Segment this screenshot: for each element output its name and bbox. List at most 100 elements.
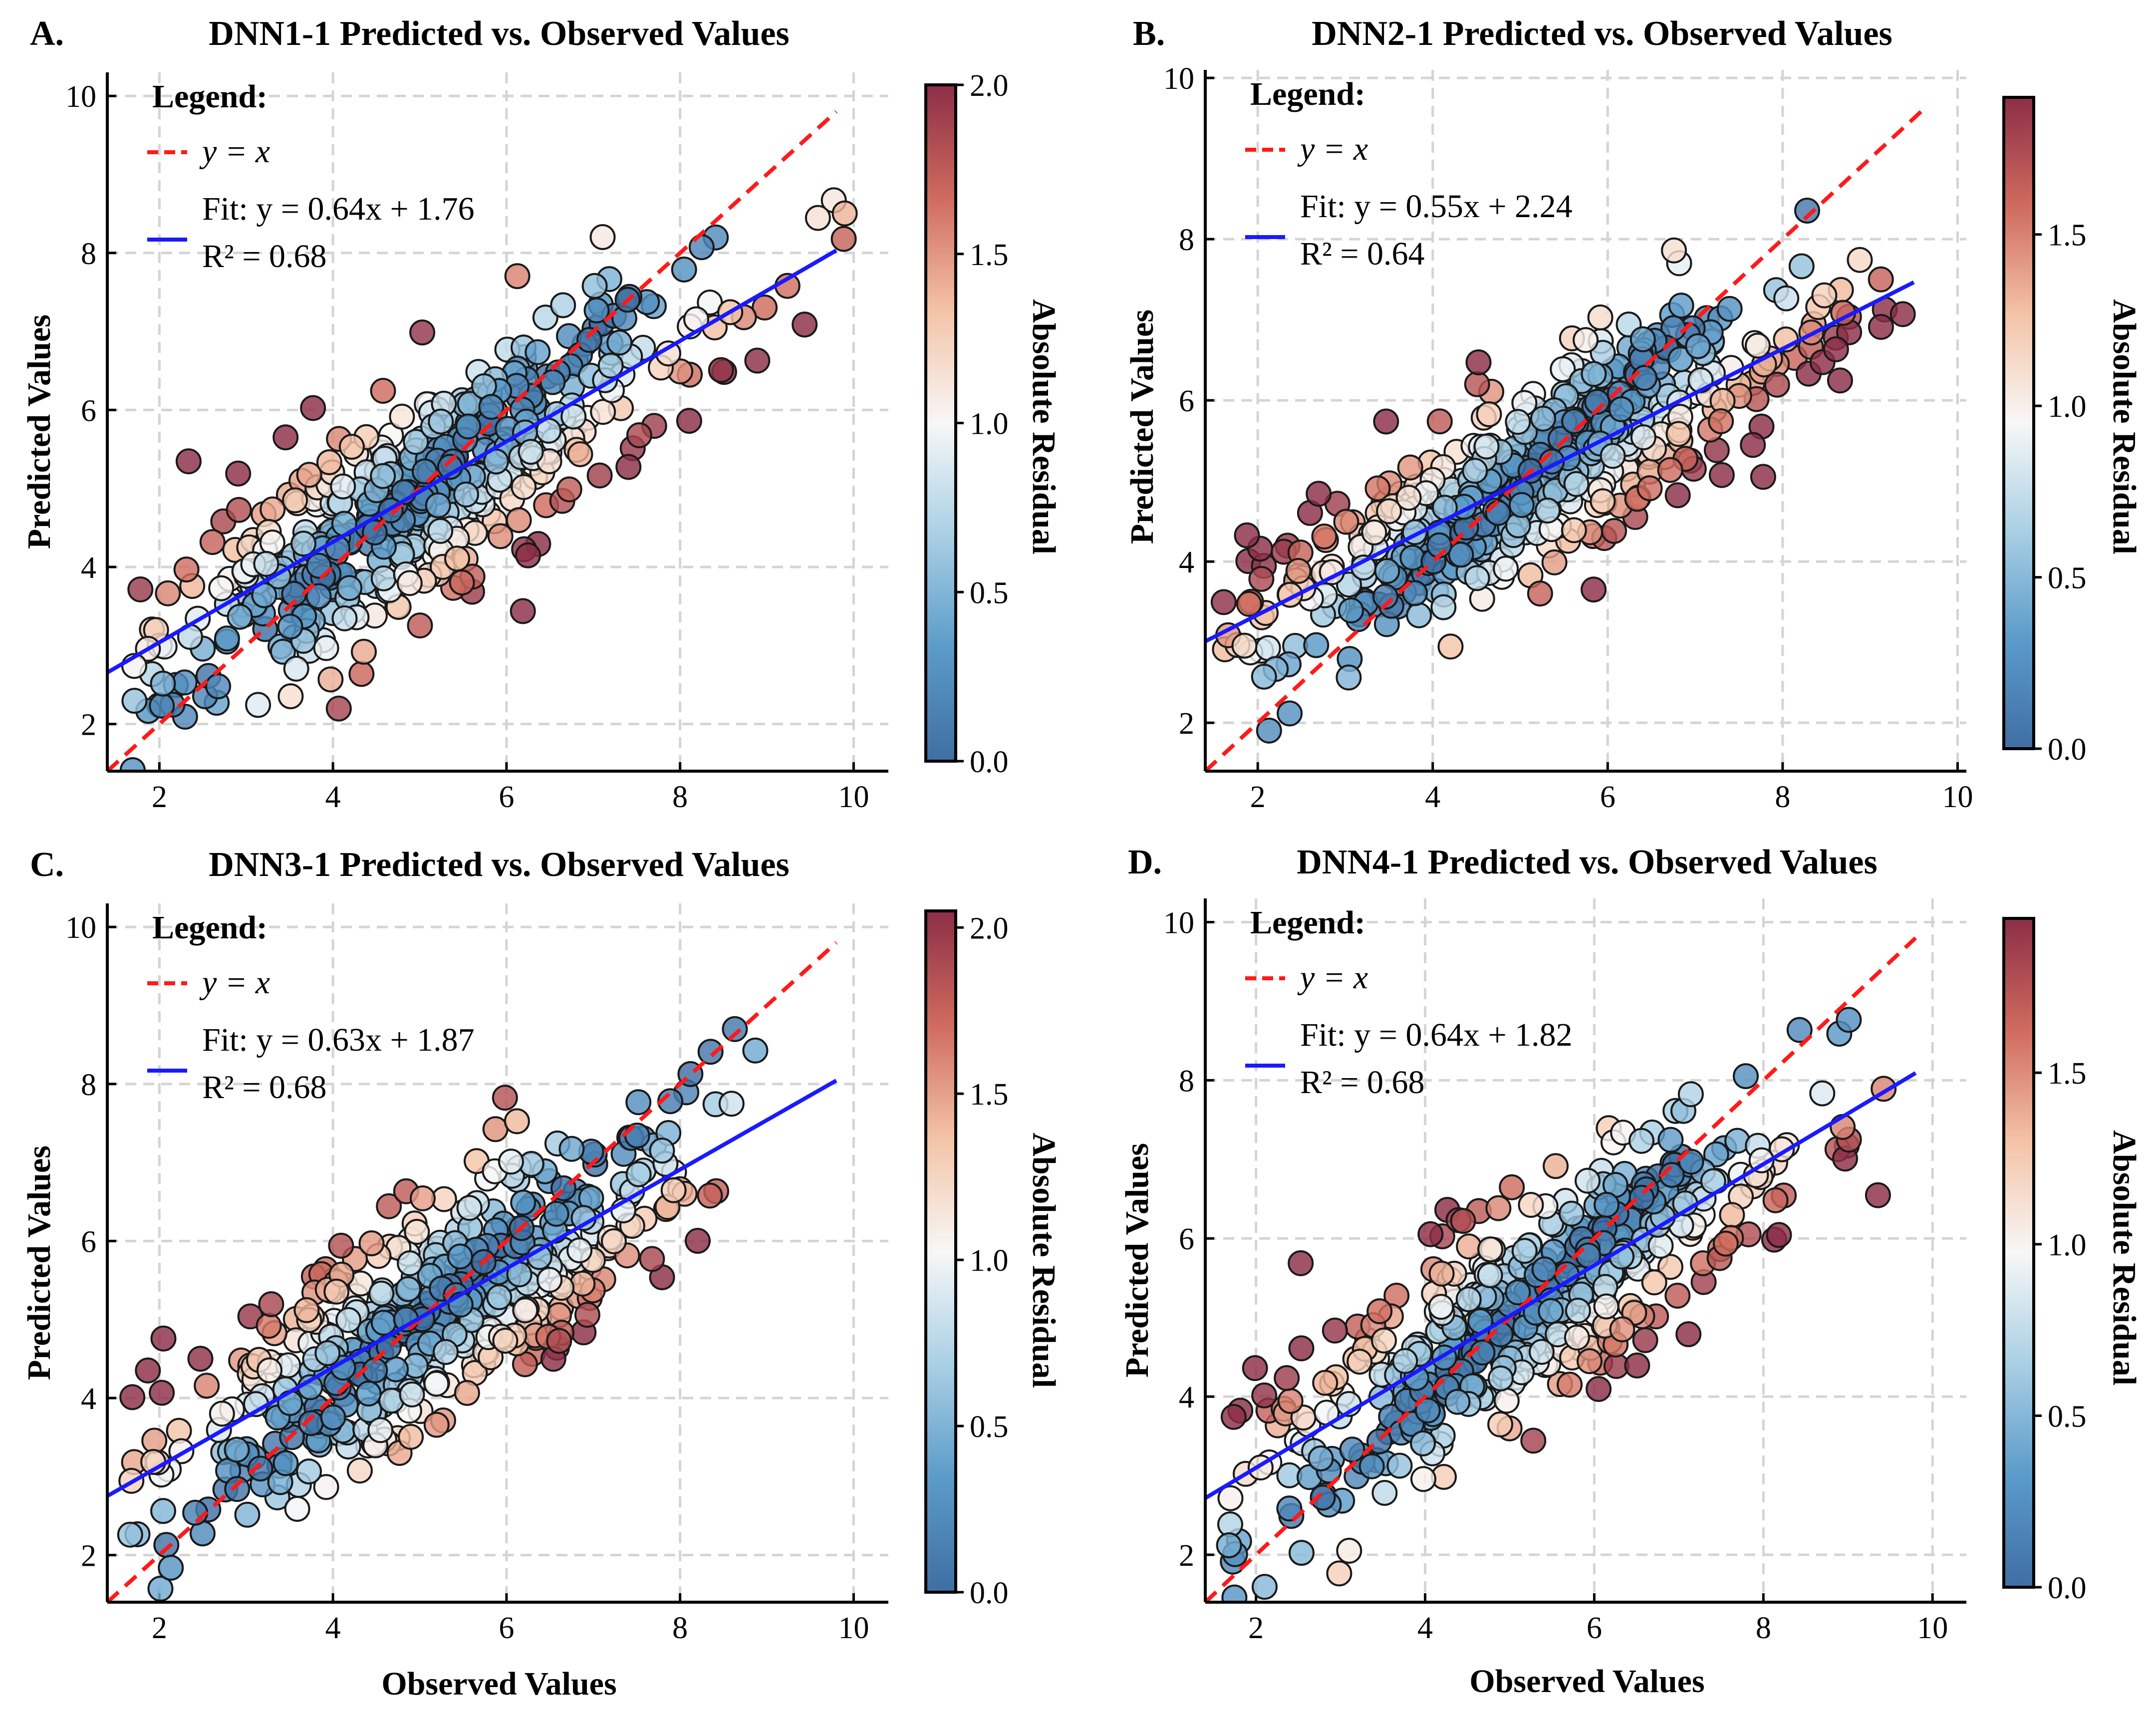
y-tick-label: 6 (1179, 384, 1194, 418)
scatter-point (511, 474, 537, 500)
y-tick-label: 8 (81, 1068, 96, 1102)
scatter-point (1677, 1081, 1704, 1108)
scatter-point (1520, 1427, 1547, 1454)
scatter-point (1594, 1191, 1620, 1218)
scatter-point (1220, 1404, 1247, 1430)
identity-line (1205, 936, 1917, 1602)
scatter-point (370, 565, 397, 591)
scatter-point (1455, 1286, 1482, 1313)
x-tick-label: 10 (838, 780, 869, 814)
y-tick-label: 2 (81, 1539, 96, 1573)
legend-identity-label: y = x (199, 133, 270, 170)
scatter-point (155, 580, 181, 606)
scatter-point (259, 530, 285, 556)
scatter-point (1518, 1192, 1544, 1218)
scatter-point (396, 570, 423, 596)
legend: Legend: y = x Fit: y = 0.64x + 1.82 R² = 0.… (1245, 904, 1573, 1101)
scatter-point (272, 1450, 299, 1476)
scatter-point (257, 1357, 282, 1384)
scatter-point (1252, 1574, 1278, 1600)
scatter-point (1581, 361, 1607, 387)
colorbar: 0.0 0.5 1.0 1.5 2.0 (924, 909, 1009, 1610)
y-tick-label: 10 (65, 80, 96, 114)
scatter-point (1322, 1317, 1348, 1344)
scatter-point (1274, 1365, 1300, 1391)
scatter-point (586, 462, 613, 489)
scatter-point (296, 462, 322, 488)
colorbar-label: Absolute Residual (2106, 1130, 2143, 1386)
plot-area: 2 4 6 8 10 2 4 6 8 10 Legend: y = x Fit: y = 0.64x +… (65, 72, 888, 814)
legend: Legend: y = x Fit: y = 0.55x + 2.24 R² = 0.… (1245, 76, 1573, 272)
colorbar: 0.0 0.5 1.0 1.5 2.0 (924, 69, 1009, 779)
scatter-point (1609, 1316, 1635, 1343)
scatter-point (370, 378, 396, 404)
scatter-point (1464, 371, 1490, 397)
colorbar-tick-label: 0.5 (2048, 1400, 2087, 1433)
scatter-point (1550, 356, 1576, 382)
panel-b: B. DNN2-1 Predicted vs. Observed Values … (1124, 14, 2143, 814)
scatter-point (367, 1417, 394, 1443)
panel-label: A. (30, 14, 64, 53)
scatter-point (515, 542, 541, 569)
scatter-point (1628, 1184, 1655, 1211)
scatter-point (1675, 1321, 1702, 1348)
colorbar-gradient (924, 83, 957, 763)
x-tick-label: 2 (1250, 780, 1266, 814)
x-tick-label: 2 (152, 780, 167, 814)
scatter-point (121, 688, 148, 714)
scatter-point (227, 603, 253, 630)
panel-label: D. (1128, 843, 1162, 881)
scatter-point (331, 605, 358, 631)
scatter-point (1437, 633, 1464, 660)
scatter-point (368, 1280, 395, 1307)
scatter-point (1462, 458, 1488, 484)
scatter-point (389, 403, 415, 430)
colorbar-gradient (924, 909, 957, 1594)
colorbar-tick-label: 1.5 (2048, 1057, 2087, 1091)
scatter-point (1561, 517, 1587, 544)
scatter-point (1708, 408, 1734, 434)
scatter-point (506, 507, 532, 534)
scatter-point (293, 1297, 320, 1323)
scatter-point (1473, 433, 1500, 460)
scatter-point (427, 518, 454, 544)
scatter-point (1428, 1294, 1454, 1320)
scatter-point (1256, 717, 1282, 744)
scatter-point (1444, 1389, 1471, 1415)
scatter-point (1248, 566, 1275, 592)
scatter-point (1629, 326, 1656, 352)
scatter-point (282, 487, 308, 514)
legend: Legend: y = x Fit: y = 0.63x + 1.87 R² = 0.… (147, 909, 475, 1106)
scatter-point (397, 1250, 423, 1276)
x-axis-label: Observed Values (1469, 1663, 1704, 1700)
scatter-point (510, 1189, 537, 1216)
scatter-point (1664, 1282, 1691, 1309)
scatter-point (498, 1148, 524, 1175)
scatter-point (1712, 1230, 1739, 1257)
colorbar: 0.0 0.5 1.0 1.5 (2002, 917, 2087, 1605)
x-tick-label: 6 (499, 1611, 514, 1645)
scatter-point (1372, 583, 1398, 610)
fit-line (1205, 280, 1915, 643)
legend-fit-label: Fit: y = 0.63x + 1.87 (202, 1022, 475, 1058)
scatter-point (455, 413, 482, 440)
x-tick-label: 6 (1587, 1611, 1602, 1645)
scatter-point (510, 598, 536, 624)
scatter-point (1573, 327, 1599, 353)
colorbar-tick-label: 1.5 (970, 1078, 1009, 1112)
scatter-point (1217, 1485, 1244, 1511)
y-tick-label: 6 (81, 1225, 96, 1259)
scatter-point (574, 1302, 600, 1328)
scatter-point (1657, 457, 1683, 483)
scatter-point (1733, 1063, 1759, 1090)
scatter-point (1242, 1355, 1268, 1381)
legend-r2-label: R² = 0.68 (202, 1069, 327, 1106)
panel-title: DNN1-1 Predicted vs. Observed Values (209, 14, 789, 53)
y-tick-label: 4 (81, 1382, 96, 1416)
scatter-point (305, 583, 332, 609)
scatter-point (1306, 481, 1332, 507)
scatter-point (1410, 1466, 1436, 1492)
scatter-point (1395, 485, 1422, 511)
scatter-point (1657, 1127, 1684, 1153)
scatter-point (744, 347, 771, 374)
